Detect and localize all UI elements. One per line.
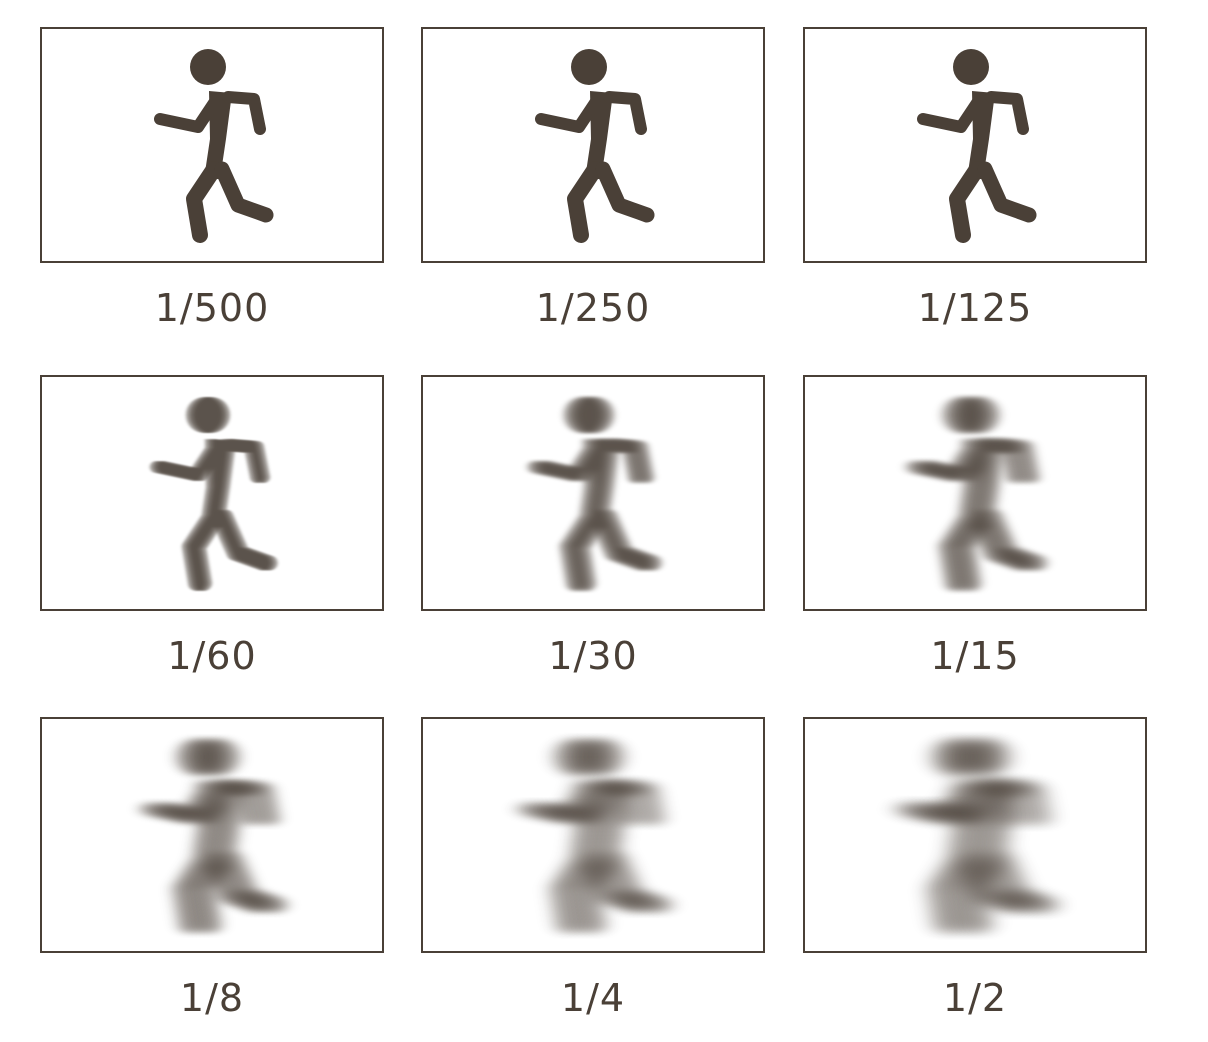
- running-person-icon: [893, 739, 1061, 933]
- photo-frame: [803, 375, 1147, 611]
- photo-frame: [40, 717, 384, 953]
- photo-frame: [421, 375, 765, 611]
- shutter-speed-label: 1/125: [917, 286, 1033, 330]
- photo-frame: [40, 375, 384, 611]
- running-person-icon: [917, 49, 1037, 243]
- motion-ghost: [555, 739, 675, 933]
- panel-3: 1/125: [803, 27, 1147, 327]
- panel-5: 1/30: [421, 375, 765, 675]
- panel-8: 1/4: [421, 717, 765, 1017]
- panel-6: 1/15: [803, 375, 1147, 675]
- shutter-speed-label: 1/2: [942, 976, 1008, 1020]
- shutter-speed-label: 1/500: [154, 286, 270, 330]
- panel-9: 1/2: [803, 717, 1147, 1017]
- shutter-speed-label: 1/4: [560, 976, 626, 1020]
- shutter-speed-label: 1/30: [548, 634, 638, 678]
- motion-ghost: [170, 739, 290, 933]
- running-person-icon: [138, 739, 290, 933]
- panel-7: 1/8: [40, 717, 384, 1017]
- running-person-icon: [154, 49, 274, 243]
- panel-1: 1/500: [40, 27, 384, 327]
- shutter-speed-label: 1/15: [930, 634, 1020, 678]
- shutter-speed-label: 1/60: [167, 634, 257, 678]
- motion-ghost: [543, 397, 663, 591]
- motion-ghost: [535, 49, 655, 243]
- motion-ghost: [917, 49, 1037, 243]
- motion-ghost: [154, 49, 274, 243]
- running-person-icon: [515, 739, 675, 933]
- photo-frame: [803, 27, 1147, 263]
- running-person-icon: [527, 397, 663, 591]
- shutter-speed-label: 1/250: [535, 286, 651, 330]
- panel-2: 1/250: [421, 27, 765, 327]
- panel-4: 1/60: [40, 375, 384, 675]
- photo-frame: [421, 27, 765, 263]
- shutter-speed-label: 1/8: [179, 976, 245, 1020]
- motion-ghost: [929, 397, 1049, 591]
- photo-frame: [40, 27, 384, 263]
- running-person-icon: [535, 49, 655, 243]
- motion-ghost: [941, 739, 1061, 933]
- running-person-icon: [905, 397, 1049, 591]
- motion-ghost: [158, 397, 278, 591]
- running-person-icon: [150, 397, 278, 591]
- photo-frame: [803, 717, 1147, 953]
- photo-frame: [421, 717, 765, 953]
